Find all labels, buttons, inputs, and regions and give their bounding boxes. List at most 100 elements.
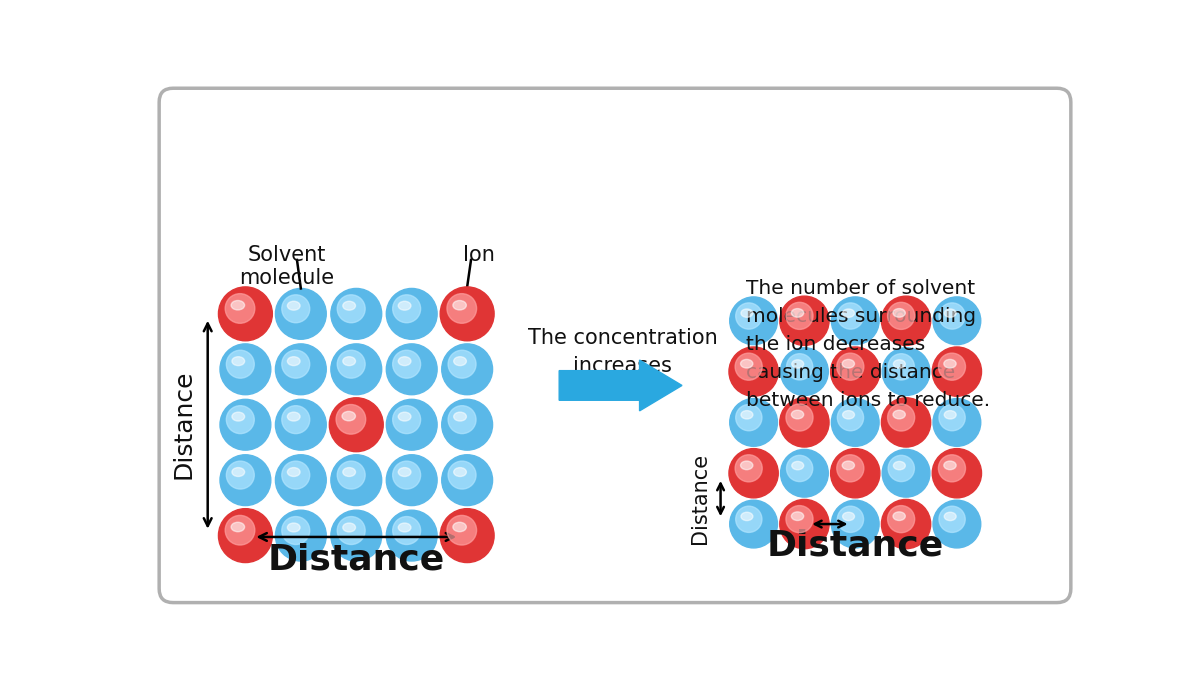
Circle shape bbox=[780, 398, 829, 447]
Ellipse shape bbox=[343, 468, 355, 477]
Ellipse shape bbox=[842, 461, 854, 470]
Circle shape bbox=[938, 506, 965, 532]
Circle shape bbox=[336, 404, 366, 434]
Ellipse shape bbox=[398, 412, 410, 421]
Circle shape bbox=[282, 350, 310, 378]
Ellipse shape bbox=[944, 410, 956, 419]
Circle shape bbox=[282, 406, 310, 434]
Ellipse shape bbox=[343, 301, 355, 310]
Circle shape bbox=[227, 406, 254, 434]
Circle shape bbox=[838, 303, 864, 329]
Circle shape bbox=[836, 455, 864, 482]
Circle shape bbox=[331, 510, 382, 561]
Circle shape bbox=[786, 456, 812, 482]
Circle shape bbox=[329, 398, 383, 451]
Text: The concentration
increases: The concentration increases bbox=[528, 328, 718, 376]
Ellipse shape bbox=[893, 410, 905, 419]
Ellipse shape bbox=[944, 512, 956, 521]
Ellipse shape bbox=[944, 359, 956, 368]
Circle shape bbox=[888, 505, 914, 533]
Circle shape bbox=[392, 295, 421, 323]
Ellipse shape bbox=[454, 412, 467, 421]
Ellipse shape bbox=[842, 410, 854, 419]
Circle shape bbox=[218, 287, 272, 341]
Circle shape bbox=[882, 499, 931, 549]
Circle shape bbox=[337, 461, 365, 489]
Circle shape bbox=[337, 516, 365, 544]
Ellipse shape bbox=[893, 308, 905, 317]
Ellipse shape bbox=[740, 410, 752, 419]
Ellipse shape bbox=[792, 462, 804, 470]
Circle shape bbox=[730, 297, 778, 345]
Circle shape bbox=[337, 295, 365, 323]
Circle shape bbox=[226, 293, 254, 324]
Circle shape bbox=[938, 404, 965, 431]
Ellipse shape bbox=[842, 359, 854, 368]
Circle shape bbox=[786, 505, 814, 533]
Circle shape bbox=[838, 506, 864, 532]
Circle shape bbox=[386, 344, 437, 395]
Circle shape bbox=[440, 287, 494, 341]
Ellipse shape bbox=[740, 461, 752, 470]
Circle shape bbox=[220, 399, 271, 450]
Text: Solvent
molecule: Solvent molecule bbox=[240, 245, 335, 288]
Circle shape bbox=[337, 350, 365, 378]
Ellipse shape bbox=[287, 468, 300, 477]
Ellipse shape bbox=[232, 357, 245, 366]
Circle shape bbox=[218, 509, 272, 562]
Circle shape bbox=[276, 289, 326, 339]
Circle shape bbox=[227, 461, 254, 489]
Circle shape bbox=[836, 353, 864, 380]
Ellipse shape bbox=[894, 462, 905, 470]
Circle shape bbox=[786, 354, 812, 380]
Circle shape bbox=[448, 350, 476, 378]
Ellipse shape bbox=[791, 308, 804, 317]
Circle shape bbox=[730, 500, 778, 548]
Ellipse shape bbox=[343, 357, 355, 366]
Circle shape bbox=[780, 499, 829, 549]
Circle shape bbox=[392, 516, 421, 544]
Circle shape bbox=[276, 399, 326, 450]
Circle shape bbox=[832, 297, 880, 345]
Ellipse shape bbox=[452, 300, 467, 310]
Circle shape bbox=[226, 516, 254, 545]
Circle shape bbox=[736, 455, 762, 482]
Circle shape bbox=[888, 354, 914, 380]
Circle shape bbox=[227, 350, 254, 378]
Circle shape bbox=[440, 509, 494, 562]
Circle shape bbox=[934, 500, 980, 548]
Ellipse shape bbox=[232, 468, 245, 477]
Circle shape bbox=[888, 302, 914, 330]
Circle shape bbox=[830, 449, 880, 498]
Circle shape bbox=[938, 455, 966, 482]
Circle shape bbox=[442, 455, 492, 505]
Ellipse shape bbox=[791, 410, 804, 419]
Text: The number of solvent
molecules surrounding
the ion decreases
causing the distan: The number of solvent molecules surround… bbox=[746, 279, 990, 410]
Circle shape bbox=[446, 293, 476, 324]
Circle shape bbox=[282, 516, 310, 544]
Circle shape bbox=[282, 461, 310, 489]
Circle shape bbox=[276, 344, 326, 395]
Circle shape bbox=[736, 303, 762, 329]
Ellipse shape bbox=[944, 309, 956, 317]
Ellipse shape bbox=[287, 523, 300, 532]
Circle shape bbox=[934, 399, 980, 446]
Circle shape bbox=[830, 347, 880, 396]
FancyBboxPatch shape bbox=[160, 88, 1070, 603]
Circle shape bbox=[730, 399, 778, 446]
Ellipse shape bbox=[232, 300, 245, 310]
Circle shape bbox=[448, 406, 476, 434]
Circle shape bbox=[392, 350, 421, 378]
Circle shape bbox=[276, 455, 326, 505]
Circle shape bbox=[736, 506, 762, 532]
Ellipse shape bbox=[944, 461, 956, 470]
Circle shape bbox=[276, 510, 326, 561]
Circle shape bbox=[780, 347, 828, 395]
Text: Ion: Ion bbox=[463, 245, 494, 265]
Ellipse shape bbox=[232, 412, 245, 421]
Ellipse shape bbox=[398, 468, 410, 477]
Circle shape bbox=[386, 455, 437, 505]
Circle shape bbox=[938, 353, 966, 380]
Text: Distance: Distance bbox=[767, 529, 944, 562]
Text: Distance: Distance bbox=[268, 542, 445, 577]
